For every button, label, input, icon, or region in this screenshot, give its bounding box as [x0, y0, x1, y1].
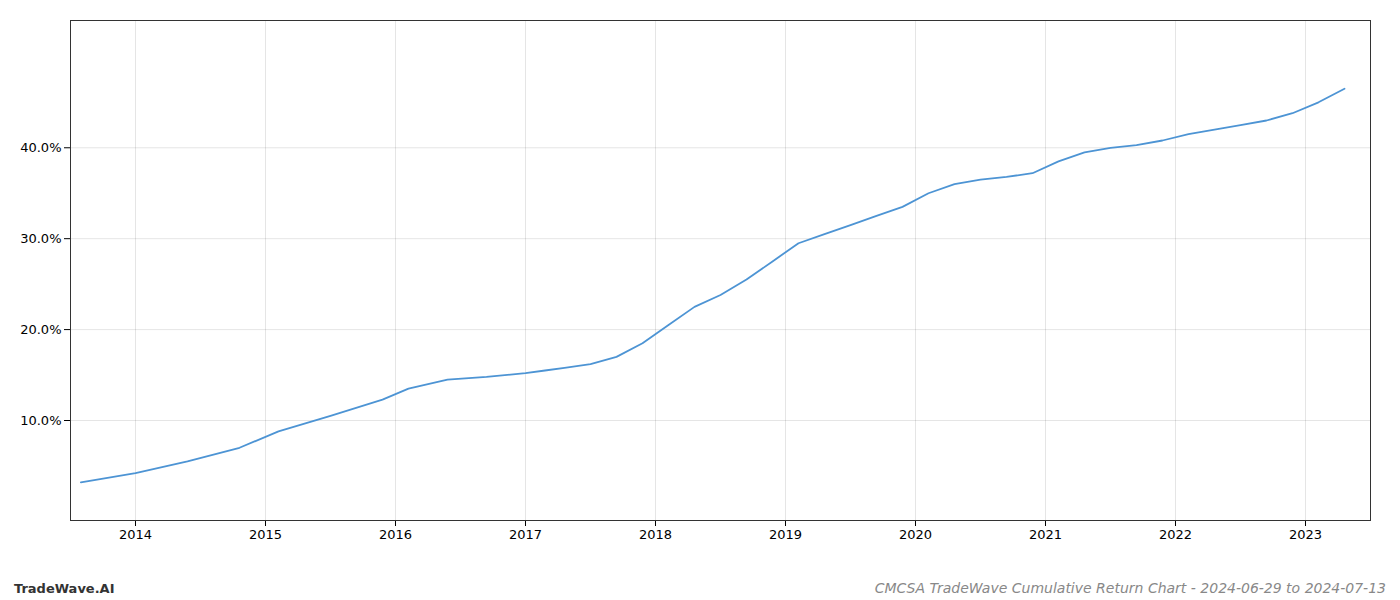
svg-text:2021: 2021 [1029, 527, 1062, 542]
svg-text:2016: 2016 [379, 527, 412, 542]
html-text:CMCSA TradeWave Cumulative Ret: CMCSA TradeWave Cumulative Return Chart … [874, 580, 1386, 596]
svg-text:2018: 2018 [639, 527, 672, 542]
svg-text:2017: 2017 [509, 527, 542, 542]
svg-text:2020: 2020 [899, 527, 932, 542]
svg-text:30.0%: 30.0% [20, 231, 61, 246]
html-text:TradeWave.AI: TradeWave.AI [14, 581, 115, 596]
svg-text:2022: 2022 [1159, 527, 1192, 542]
svg-text:10.0%: 10.0% [20, 413, 61, 428]
svg-text:2014: 2014 [119, 527, 152, 542]
svg-text:2023: 2023 [1289, 527, 1322, 542]
svg-text:2015: 2015 [249, 527, 282, 542]
svg-text:40.0%: 40.0% [20, 140, 61, 155]
svg-text:20.0%: 20.0% [20, 322, 61, 337]
svg-text:2019: 2019 [769, 527, 802, 542]
